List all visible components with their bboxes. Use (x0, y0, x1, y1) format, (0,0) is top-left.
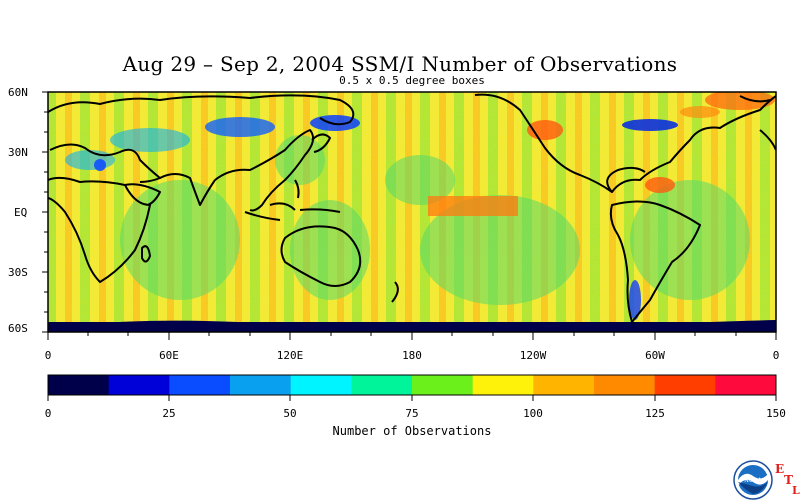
colorbar-swatch (351, 375, 413, 395)
colorbar-tick-label: 100 (523, 407, 543, 420)
lon-label-120w: 120W (519, 349, 547, 362)
colorbar-tick-label: 150 (766, 407, 786, 420)
colorbar-swatch (48, 375, 110, 395)
lon-label-60w: 60W (645, 349, 665, 362)
colorbar-swatch (472, 375, 534, 395)
colorbar-tick-label: 125 (645, 407, 665, 420)
colorbar (48, 375, 777, 395)
logo-letter-l: L (792, 484, 800, 497)
map-title: Aug 29 – Sep 2, 2004 SSM/I Number of Obs… (122, 52, 678, 76)
colorbar-tick-label: 0 (44, 407, 52, 420)
lat-label-30s: 30S (8, 266, 28, 279)
colorbar-swatch (654, 375, 716, 395)
colorbar-swatch (169, 375, 231, 395)
lon-label-0-east: 0 (772, 349, 780, 362)
low-count-regions (120, 135, 750, 305)
colorbar-swatch (715, 375, 777, 395)
lon-label-120e: 120E (276, 349, 304, 362)
lat-ticks (42, 91, 48, 333)
colorbar-swatch (290, 375, 352, 395)
lon-label-0: 0 (44, 349, 52, 362)
colorbar-swatch (230, 375, 292, 395)
logo-letter-e: E (775, 462, 785, 476)
lon-label-180: 180 (402, 349, 422, 362)
lat-label-eq: EQ (14, 206, 28, 219)
noaa-logo-text: NOAA (744, 477, 762, 484)
colorbar-tick-label: 50 (283, 407, 297, 420)
colorbar-label: Number of Observations (332, 424, 492, 438)
colorbar-tick-label: 75 (405, 407, 419, 420)
colorbar-swatch (594, 375, 656, 395)
colorbar-swatch (533, 375, 595, 395)
lat-label-60n: 60N (8, 86, 28, 99)
colorbar-swatch (108, 375, 170, 395)
logo-letter-t: T (784, 473, 793, 487)
colorbar-tick-label: 25 (162, 407, 176, 420)
antarctica (48, 320, 776, 332)
noaa-logo: NOAA (733, 460, 773, 500)
colorbar-ticks (47, 395, 777, 401)
lat-label-30n: 30N (8, 146, 28, 159)
lon-label-60e: 60E (159, 349, 179, 362)
colorbar-swatch (412, 375, 474, 395)
coastlines (48, 93, 776, 323)
lat-label-60s: 60S (8, 322, 28, 335)
lon-ticks (47, 332, 777, 340)
map-subtitle: 0.5 x 0.5 degree boxes (339, 74, 485, 87)
